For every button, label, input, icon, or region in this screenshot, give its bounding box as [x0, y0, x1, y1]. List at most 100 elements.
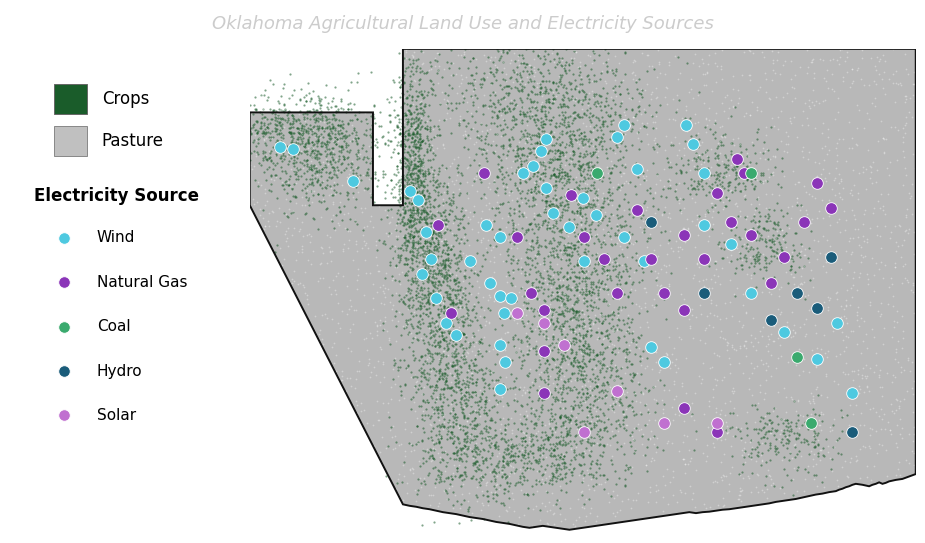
Point — [526, 424, 541, 432]
Point — [454, 384, 469, 393]
Point — [435, 294, 450, 303]
Point — [468, 118, 483, 127]
Point — [614, 180, 629, 189]
Point — [397, 117, 412, 126]
Point — [440, 266, 455, 275]
Point — [480, 248, 495, 256]
Point — [392, 291, 407, 300]
Point — [532, 356, 547, 365]
Point — [342, 116, 357, 124]
Point — [571, 495, 586, 503]
Point — [439, 272, 454, 281]
Point — [866, 77, 881, 85]
Point — [632, 380, 647, 388]
Point — [468, 438, 483, 447]
Point — [462, 288, 476, 297]
Point — [502, 270, 517, 279]
Point — [548, 427, 562, 436]
Point — [452, 357, 467, 365]
Point — [550, 433, 565, 442]
Point — [417, 183, 432, 192]
Point — [479, 478, 494, 487]
Point — [462, 393, 476, 401]
Point — [264, 171, 278, 179]
Point — [396, 183, 411, 192]
Point — [783, 261, 798, 270]
Point — [745, 390, 759, 399]
Point — [393, 219, 408, 228]
Point — [450, 220, 465, 229]
Point — [740, 247, 755, 255]
Point — [408, 186, 423, 195]
Point — [269, 121, 284, 130]
Point — [447, 437, 462, 446]
Point — [543, 416, 558, 425]
Point — [609, 392, 623, 401]
Point — [349, 130, 364, 139]
Point — [581, 203, 596, 212]
Point — [746, 342, 760, 350]
Point — [415, 336, 430, 344]
Point — [438, 241, 453, 250]
Point — [461, 296, 475, 305]
Point — [408, 225, 423, 234]
Point — [473, 446, 487, 455]
Point — [389, 225, 404, 234]
Point — [289, 141, 303, 150]
Point — [330, 268, 345, 277]
Point — [603, 441, 618, 450]
Point — [567, 327, 582, 336]
Point — [676, 178, 691, 187]
Point — [274, 317, 289, 325]
Point — [286, 191, 301, 200]
Point — [611, 333, 626, 342]
Point — [414, 389, 429, 398]
Point — [613, 183, 628, 192]
Point — [482, 346, 497, 355]
Point — [535, 279, 549, 287]
Point — [409, 128, 424, 137]
Point — [531, 445, 546, 453]
Point — [434, 211, 449, 219]
Point — [483, 305, 498, 314]
Point — [680, 300, 695, 309]
Point — [554, 330, 569, 338]
Point — [578, 146, 593, 155]
Point — [573, 61, 587, 70]
Point — [274, 106, 289, 115]
Point — [396, 499, 411, 508]
Point — [804, 219, 819, 228]
Point — [449, 362, 463, 371]
Point — [622, 340, 636, 349]
Point — [588, 260, 603, 269]
Point — [244, 264, 259, 273]
Point — [597, 532, 611, 540]
Point — [608, 107, 623, 116]
Point — [388, 260, 403, 269]
Point — [648, 209, 662, 217]
Point — [598, 58, 613, 67]
Point — [456, 437, 471, 446]
Point — [578, 516, 593, 525]
Point — [450, 297, 465, 306]
Point — [560, 281, 574, 289]
Point — [850, 100, 865, 109]
Point — [552, 440, 567, 449]
Point — [299, 193, 314, 202]
Point — [461, 349, 475, 357]
Point — [392, 184, 407, 193]
Point — [728, 200, 743, 209]
Point — [593, 75, 608, 84]
Point — [402, 60, 417, 68]
Point — [771, 496, 785, 505]
Point — [488, 444, 503, 452]
Point — [815, 416, 830, 425]
Point — [523, 132, 537, 141]
Point — [576, 149, 591, 158]
Point — [368, 140, 383, 149]
Point — [855, 53, 870, 62]
Point — [634, 213, 648, 222]
Point — [754, 426, 769, 435]
Point — [406, 56, 421, 65]
Point — [802, 147, 817, 156]
